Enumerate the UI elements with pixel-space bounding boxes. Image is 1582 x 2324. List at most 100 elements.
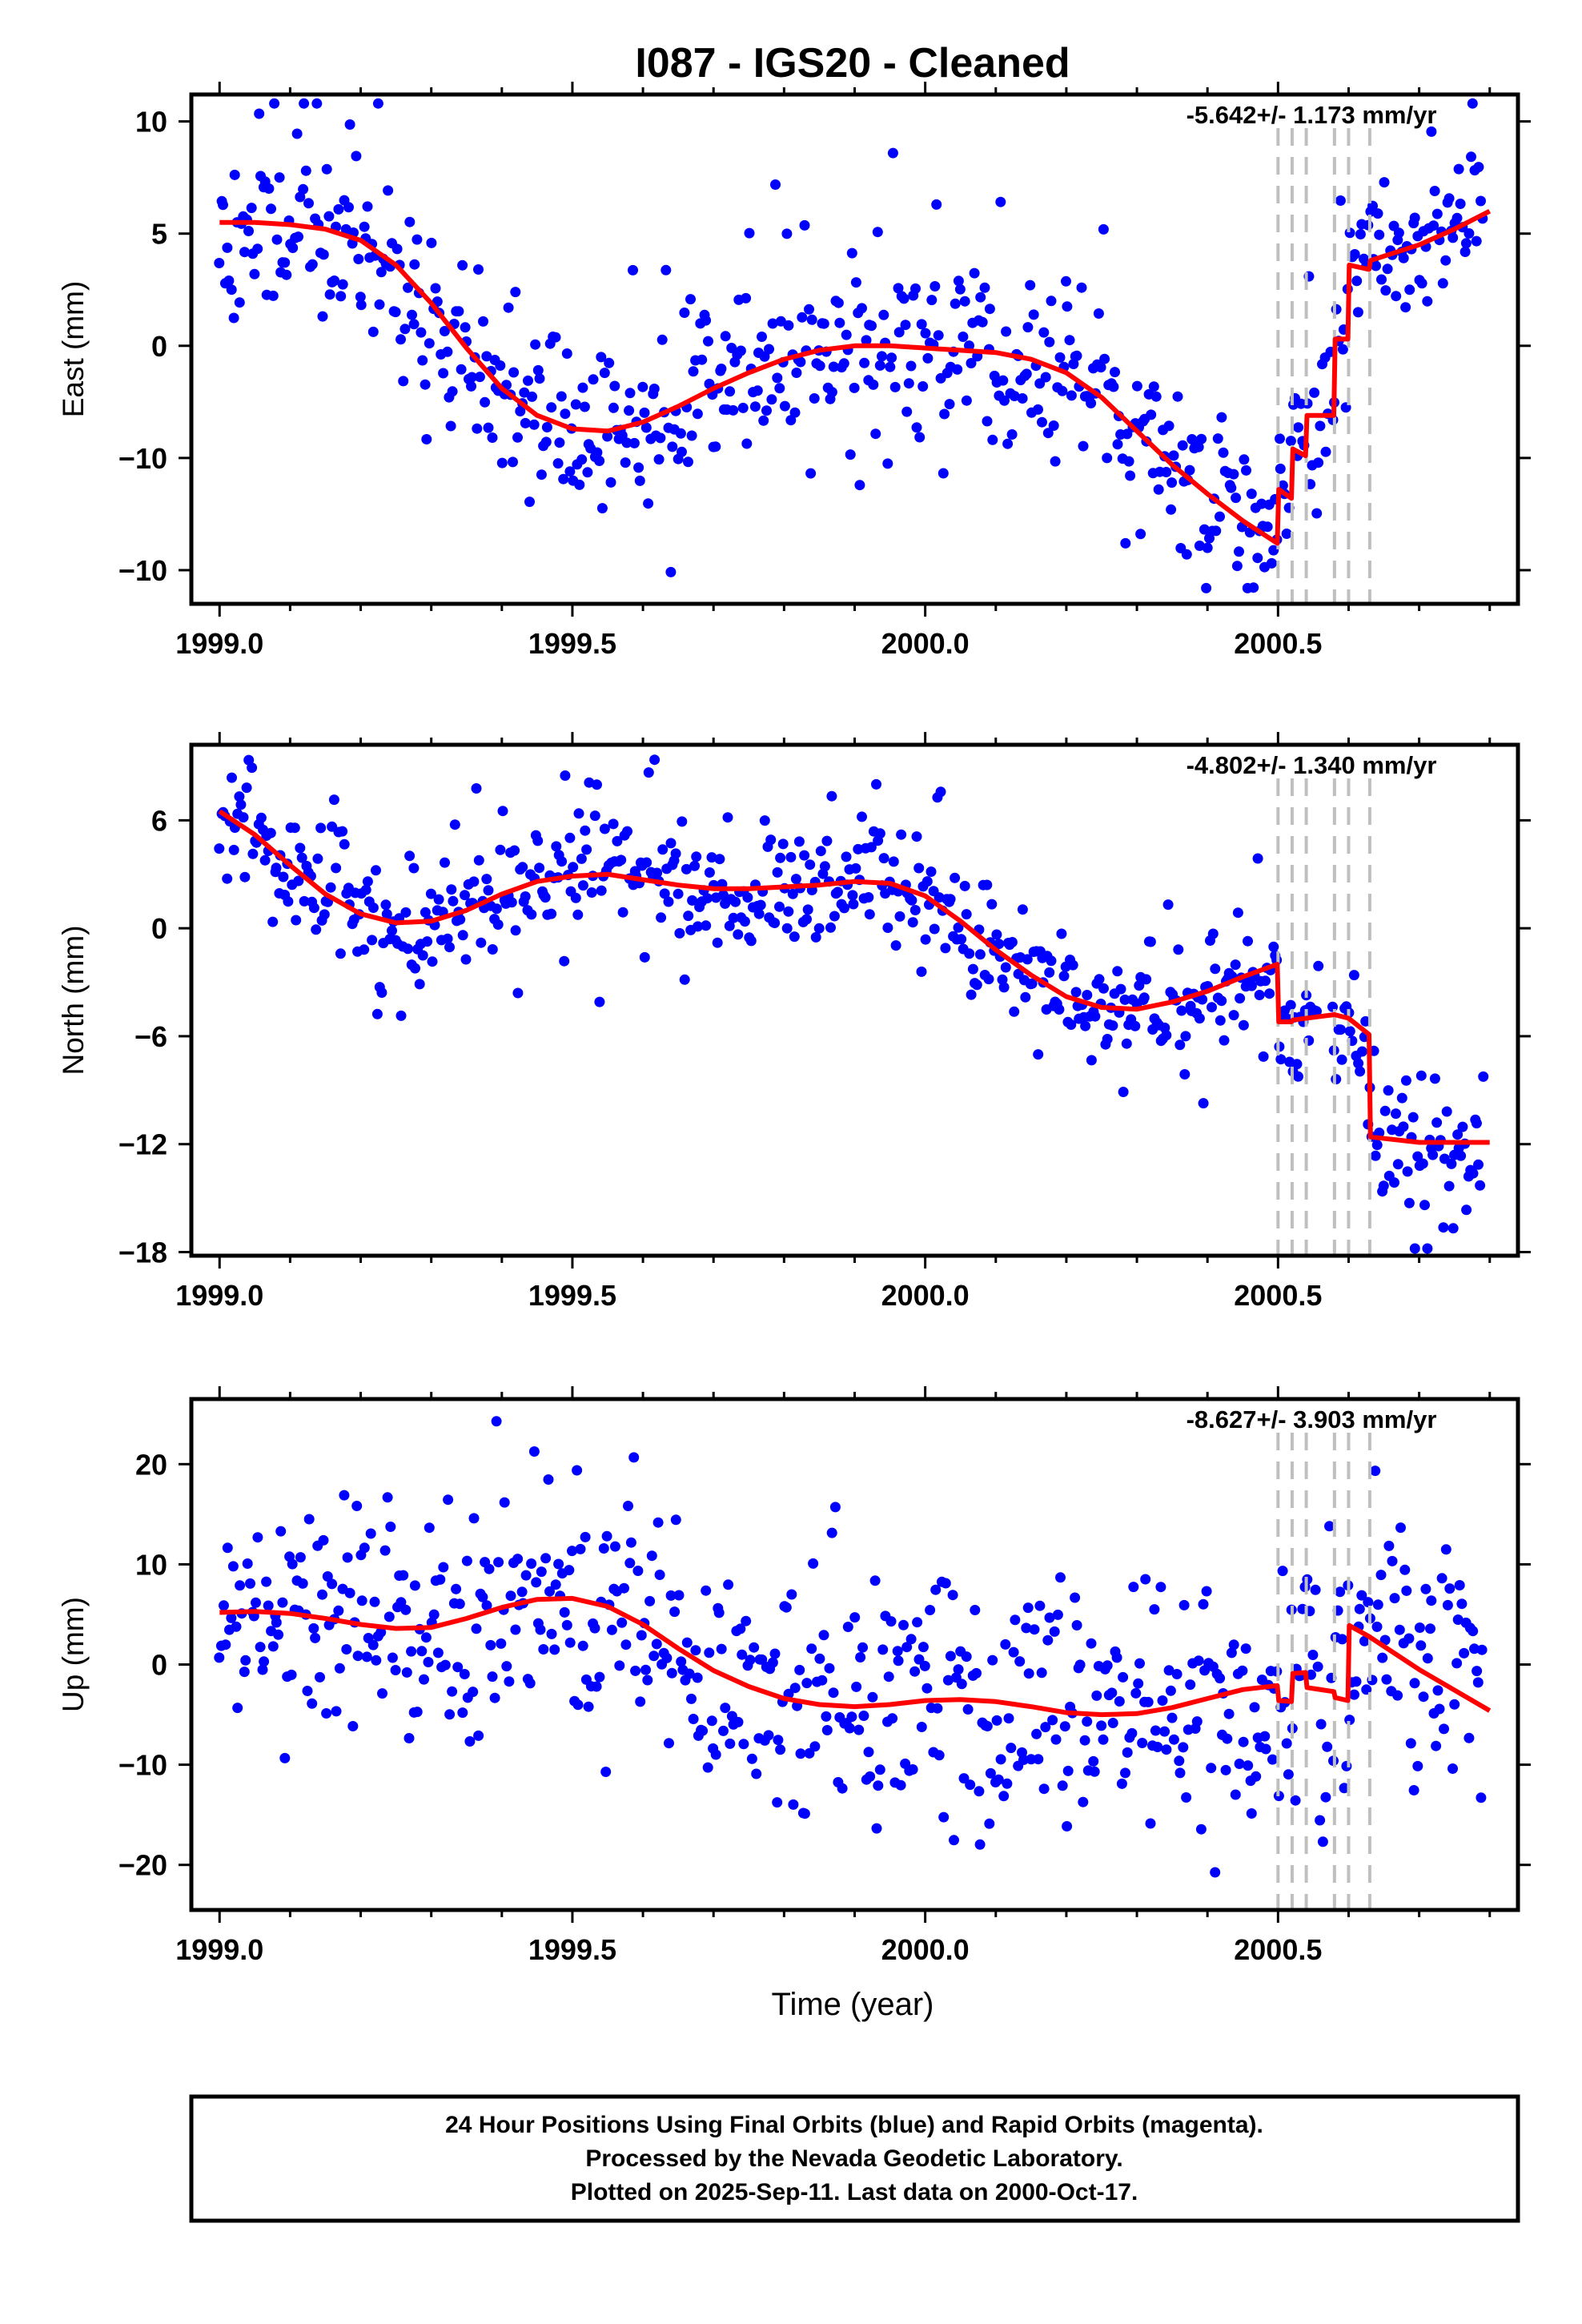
data-point: [1335, 1024, 1346, 1035]
data-point: [1371, 1621, 1383, 1632]
data-point: [912, 1617, 923, 1628]
data-point: [1179, 1069, 1191, 1080]
data-point: [1442, 1599, 1453, 1610]
data-point: [1061, 275, 1071, 287]
data-point: [956, 1679, 967, 1690]
data-point: [1038, 1783, 1050, 1795]
data-point: [390, 1665, 401, 1675]
data-point: [550, 332, 561, 343]
data-point: [1457, 1121, 1468, 1132]
data-point: [1141, 974, 1152, 985]
data-point: [667, 441, 678, 452]
data-point: [952, 364, 963, 375]
data-point: [491, 903, 502, 915]
data-point: [554, 437, 565, 448]
data-point: [1022, 1602, 1034, 1614]
data-point: [1407, 1112, 1419, 1123]
data-point: [1456, 1598, 1468, 1610]
data-point: [568, 862, 579, 873]
data-point: [1125, 470, 1136, 481]
data-point: [362, 876, 373, 887]
data-point: [987, 434, 998, 445]
data-point: [953, 1664, 964, 1675]
y-tick-label: −10: [118, 442, 167, 475]
footer-line-1: 24 Hour Positions Using Final Orbits (bl…: [445, 2112, 1263, 2138]
data-point: [317, 1589, 327, 1600]
data-point: [328, 794, 339, 806]
data-point: [826, 790, 837, 802]
data-point: [857, 811, 867, 822]
data-point: [1118, 1671, 1129, 1683]
data-point: [909, 905, 921, 915]
data-point: [414, 979, 425, 990]
data-point: [795, 356, 806, 368]
data-point: [242, 1558, 253, 1569]
data-point: [653, 454, 665, 465]
data-point: [255, 1642, 266, 1653]
data-point: [851, 1681, 862, 1692]
data-point: [1090, 1011, 1101, 1022]
data-point: [1161, 467, 1172, 477]
data-point: [312, 853, 323, 864]
data-point: [460, 954, 472, 965]
data-point: [476, 937, 487, 948]
data-point: [261, 1576, 272, 1587]
data-point: [621, 437, 632, 448]
data-point: [432, 1647, 444, 1659]
data-point: [785, 415, 797, 426]
data-point: [799, 219, 810, 231]
data-point: [228, 312, 239, 324]
footer-box: 24 Hour Positions Using Final Orbits (bl…: [189, 2094, 1520, 2223]
data-point: [1018, 1755, 1029, 1765]
data-point: [300, 165, 311, 176]
data-point: [1037, 416, 1047, 428]
data-point: [1243, 1760, 1254, 1771]
data-point: [246, 203, 257, 214]
data-point: [1468, 1626, 1479, 1637]
data-point: [1028, 309, 1039, 320]
data-point: [1426, 1595, 1437, 1606]
data-point: [911, 831, 922, 842]
data-point: [1259, 1731, 1271, 1742]
data-point: [1181, 549, 1192, 560]
data-point: [335, 291, 347, 302]
data-point: [1429, 1073, 1440, 1084]
data-point: [1438, 1222, 1449, 1233]
data-point: [648, 384, 660, 394]
data-point: [974, 1839, 986, 1850]
data-point: [506, 897, 517, 908]
data-point: [355, 292, 366, 303]
data-point: [634, 475, 645, 486]
data-point: [704, 867, 715, 878]
data-point: [1174, 1755, 1185, 1767]
data-point: [559, 955, 570, 967]
data-point: [772, 372, 783, 384]
data-point: [430, 283, 441, 294]
data-point: [1220, 1764, 1231, 1775]
data-point: [382, 1492, 393, 1503]
data-point: [742, 892, 753, 903]
data-point: [1215, 1015, 1226, 1026]
data-point: [400, 1604, 412, 1615]
data-point: [456, 364, 467, 375]
data-point: [466, 380, 476, 392]
data-point: [1404, 284, 1415, 296]
data-point: [1171, 1669, 1182, 1679]
data-point: [1336, 1054, 1347, 1065]
velocity-label: -8.627+/- 3.903 mm/yr: [1186, 1405, 1437, 1433]
data-point: [596, 352, 607, 363]
data-point: [608, 402, 619, 413]
data-point: [821, 835, 833, 846]
data-point: [1389, 1177, 1399, 1188]
data-point: [666, 1667, 677, 1679]
data-point: [913, 862, 925, 874]
data-point: [1258, 1051, 1269, 1062]
data-point: [561, 1619, 572, 1630]
data-point: [377, 1688, 387, 1699]
data-point: [805, 468, 817, 479]
data-point: [1370, 1466, 1381, 1477]
data-point: [331, 862, 342, 874]
data-point: [1246, 980, 1257, 991]
data-point: [995, 1754, 1006, 1765]
data-point: [735, 1623, 746, 1634]
